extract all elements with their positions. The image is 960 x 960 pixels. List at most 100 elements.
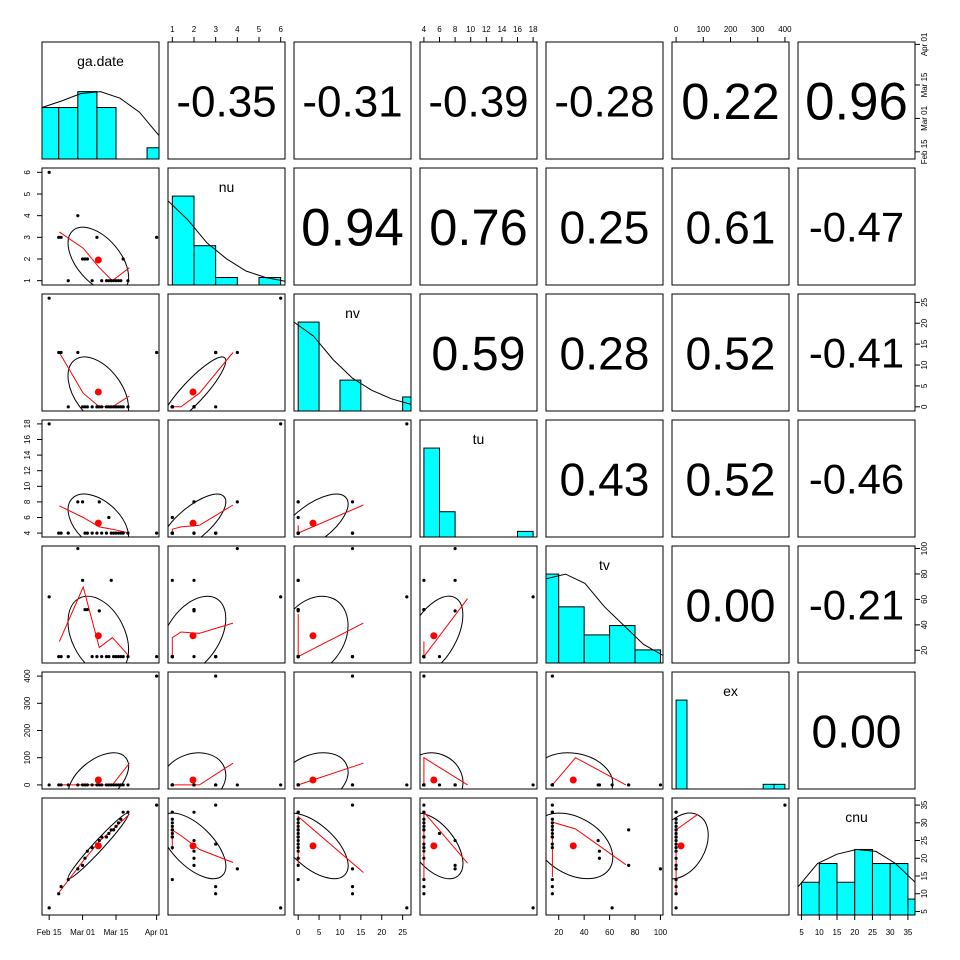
panel-content [168, 803, 283, 910]
data-point [76, 867, 80, 871]
tick-label: Feb 15 [37, 928, 62, 937]
panel-frame [671, 797, 790, 916]
data-point [627, 828, 631, 832]
data-point [610, 906, 614, 910]
data-point [170, 531, 174, 535]
data-point [85, 607, 89, 612]
panel-frame [419, 293, 538, 412]
variable-name: tu [473, 431, 485, 447]
panel-content [294, 546, 409, 663]
panel-cnu-ga.date [41, 797, 160, 916]
histogram-bar [215, 277, 238, 286]
data-point [104, 835, 109, 839]
data-point [66, 783, 70, 787]
data-point [59, 350, 63, 355]
panel-frame [545, 797, 664, 916]
data-point [350, 885, 355, 889]
panel-content [420, 803, 535, 910]
correlation-value: 0.25 [560, 201, 650, 253]
data-point [155, 531, 159, 535]
mean-point [569, 842, 577, 850]
data-point [214, 350, 218, 355]
panel-ex-cnu: 0.00 [797, 671, 916, 790]
tick-label: Mar 15 [920, 72, 929, 97]
panel-frame [167, 419, 286, 538]
tick-label: Feb 15 [920, 139, 929, 164]
data-point [116, 655, 121, 659]
data-point [59, 531, 63, 535]
smooth-line [423, 598, 468, 659]
panel-frame [545, 41, 664, 160]
smooth-line [59, 231, 130, 282]
smooth-line [297, 614, 364, 658]
data-point [76, 350, 80, 355]
tick-label: 3 [213, 25, 218, 34]
data-point [155, 674, 159, 678]
panel-frame [545, 293, 664, 412]
tick-label: 5 [317, 928, 322, 937]
data-point [59, 655, 63, 659]
data-point [422, 828, 426, 832]
panel-nv-tv: 0.28 [545, 293, 664, 412]
data-point [121, 655, 125, 659]
data-point [116, 279, 121, 283]
mean-point [189, 388, 197, 396]
data-point [596, 838, 600, 843]
density-curve [797, 848, 916, 888]
tick-label: 100 [920, 541, 929, 555]
data-point [296, 783, 300, 787]
correlation-value: -0.35 [176, 78, 276, 127]
tick-label: 5 [920, 383, 929, 388]
panel-content [420, 674, 535, 789]
density-curve [167, 200, 286, 282]
data-point [109, 828, 113, 832]
data-point [155, 655, 159, 659]
correlation-value: 0.61 [686, 201, 776, 253]
data-point [170, 655, 174, 659]
tick-label: 5 [799, 928, 804, 937]
data-point [422, 578, 426, 582]
histogram-bar [609, 625, 636, 664]
tick-label: 15 [920, 339, 929, 348]
variable-name: nu [219, 179, 235, 195]
data-point [296, 578, 300, 582]
tick-label: 200 [23, 723, 32, 737]
tick-label: Mar 01 [70, 928, 95, 937]
mean-point [677, 842, 685, 850]
tick-label: 35 [920, 800, 929, 809]
data-point [85, 783, 89, 787]
data-point [114, 279, 118, 283]
data-point [531, 906, 535, 910]
data-point [119, 783, 123, 787]
data-point [126, 405, 130, 409]
tick-label: 35 [903, 928, 912, 937]
data-point [550, 835, 554, 839]
data-point [66, 655, 70, 659]
data-point [170, 405, 174, 409]
data-point [85, 531, 89, 535]
data-point [100, 655, 104, 659]
mean-point [94, 842, 102, 850]
histogram-bar [801, 881, 820, 916]
data-point [192, 863, 196, 867]
data-point [119, 531, 123, 535]
data-point [83, 856, 87, 860]
smooth-line [297, 815, 364, 873]
panel-nu-nv: 0.94 [293, 167, 412, 286]
tick-label: 0 [674, 25, 679, 34]
data-point [214, 803, 218, 807]
data-point [296, 515, 300, 520]
histogram-bar [836, 881, 856, 916]
tick-label: 25 [920, 836, 929, 845]
panel-frame [671, 671, 790, 790]
data-point [279, 595, 283, 599]
data-point [104, 279, 109, 283]
tick-label: 6 [278, 25, 283, 34]
data-point [422, 892, 426, 896]
histogram-bar [773, 783, 786, 790]
data-point [80, 405, 85, 409]
data-point [83, 257, 87, 261]
data-point [97, 783, 101, 787]
smooth-line [172, 352, 234, 408]
